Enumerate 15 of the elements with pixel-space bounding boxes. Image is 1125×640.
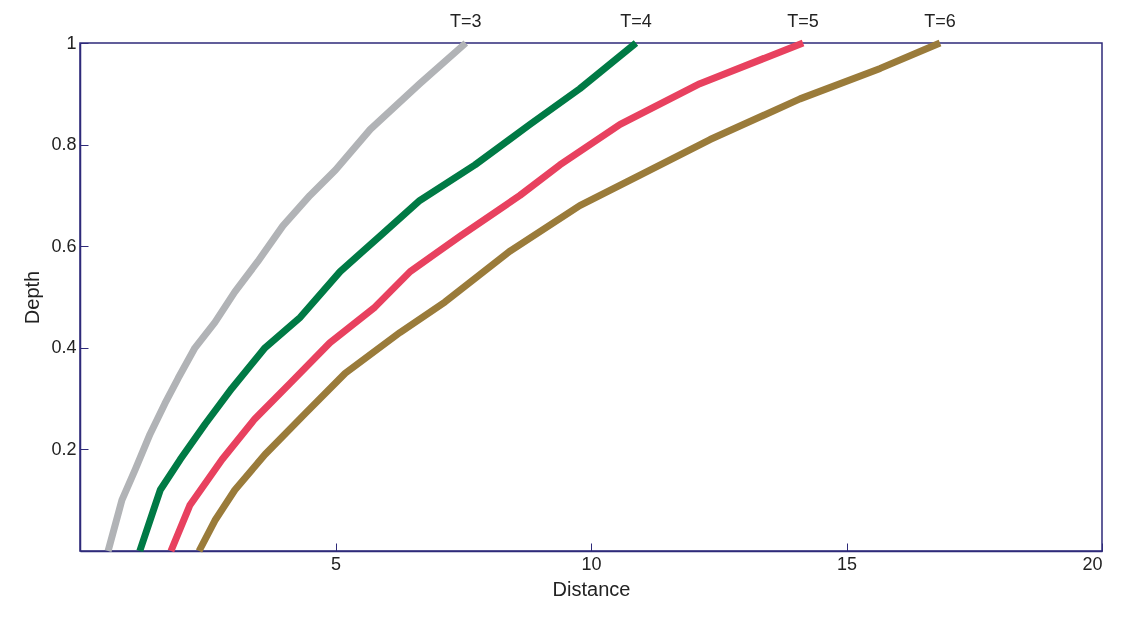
y-axis-title: Depth — [21, 270, 44, 325]
x-tick-label: 10 — [581, 553, 602, 574]
x-tick-label: 5 — [330, 553, 342, 574]
series-label: T=4 — [620, 11, 652, 31]
y-tick-label: 1 — [66, 32, 77, 53]
series-label: T=6 — [924, 11, 956, 31]
x-axis-title: Distance — [552, 577, 631, 600]
x-tick-label: 20 — [1082, 553, 1103, 574]
series-label: T=5 — [787, 11, 819, 31]
x-tick-label: 15 — [836, 553, 858, 574]
y-tick-label: 0.2 — [51, 438, 77, 459]
y-tick-label: 0.8 — [51, 134, 77, 155]
series-label: T=3 — [450, 11, 482, 31]
y-tick-label: 0.4 — [51, 337, 77, 358]
y-tick-label: 0.6 — [51, 235, 77, 256]
